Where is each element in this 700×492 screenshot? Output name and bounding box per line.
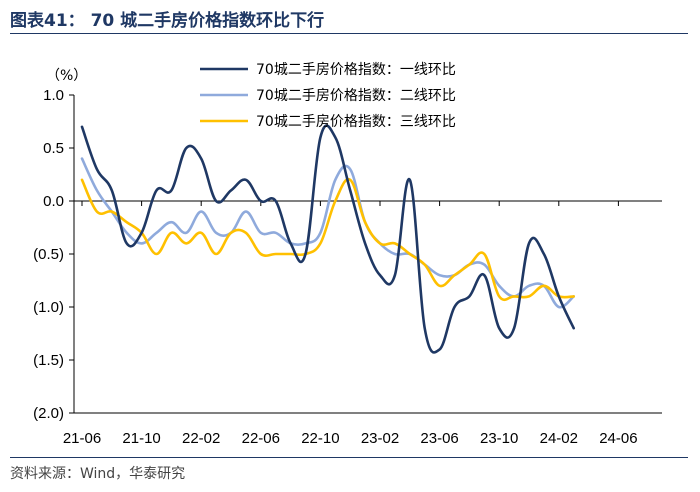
y-tick-label: 0.0 (43, 193, 64, 210)
legend-item-tier1: 70城二手房价格指数：一线环比 (200, 62, 456, 78)
series-lines (80, 124, 575, 354)
source-note: 资料来源：Wind，华泰研究 (10, 466, 186, 482)
y-unit-label: （%） (46, 68, 87, 84)
legend-item-tier2: 70城二手房价格指数：二线环比 (200, 88, 456, 104)
tick-labels: 1.0 0.5 0.0 (0.5) (1.0) (1.5) (2.0) （%） 21-06 21-… (33, 68, 637, 447)
series-line-tier2 (80, 157, 575, 309)
figure-title: 图表41： 70 城二手房价格指数环比下行 (10, 11, 325, 31)
legend: 70城二手房价格指数：一线环比 70城二手房价格指数：二线环比 70城二手房价格指数… (200, 62, 456, 130)
x-tick-label: 21-10 (122, 430, 160, 447)
x-tick-label: 22-06 (242, 430, 280, 447)
legend-label: 70城二手房价格指数：二线环比 (256, 88, 456, 104)
x-tick-label: 21-06 (63, 430, 101, 447)
x-tick-label: 22-10 (301, 430, 339, 447)
y-tick-label: (1.5) (33, 352, 64, 369)
legend-label: 70城二手房价格指数：一线环比 (256, 62, 456, 78)
series-line-tier1 (80, 124, 575, 354)
x-tick-label: 23-02 (361, 430, 399, 447)
y-tick-label: (2.0) (33, 405, 64, 422)
y-tick-label: (1.0) (33, 299, 64, 316)
axes (69, 94, 662, 414)
legend-item-tier3: 70城二手房价格指数：三线环比 (200, 114, 456, 130)
series-line-tier3 (80, 177, 575, 302)
x-tick-label: 23-10 (480, 430, 518, 447)
y-tick-label: (0.5) (33, 246, 64, 263)
x-tick-label: 24-06 (599, 430, 637, 447)
x-tick-label: 23-06 (420, 430, 458, 447)
x-tick-label: 24-02 (540, 430, 578, 447)
y-tick-label: 1.0 (43, 87, 64, 104)
source-rule (10, 457, 688, 458)
y-tick-label: 0.5 (43, 140, 64, 157)
title-rule (10, 33, 688, 34)
legend-label: 70城二手房价格指数：三线环比 (256, 114, 456, 130)
x-tick-label: 22-02 (182, 430, 220, 447)
